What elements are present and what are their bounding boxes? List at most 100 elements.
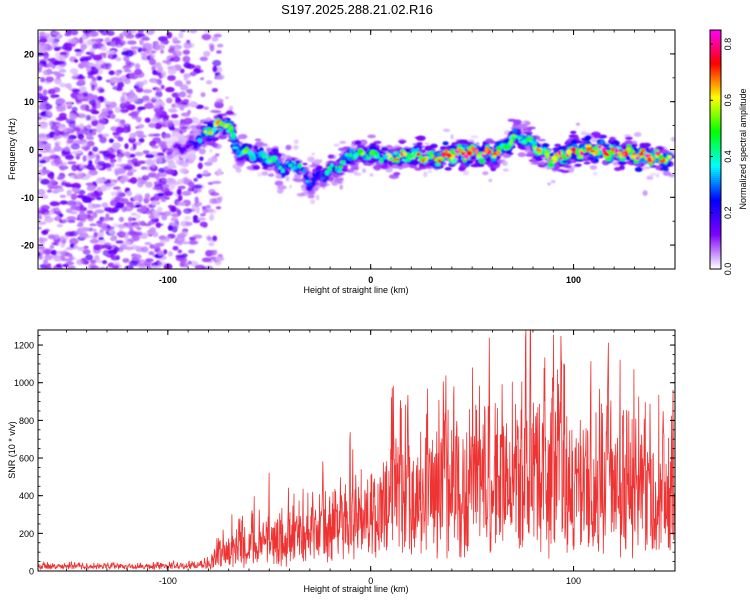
spectrogram-cell (102, 52, 107, 59)
spectrogram-cell (214, 143, 222, 150)
spectrogram-cell (307, 194, 315, 199)
spectrogram-cell (128, 216, 133, 222)
spectrogram-cell (82, 155, 87, 162)
spectrogram-cell (76, 170, 83, 178)
spectrogram-cell (93, 205, 98, 209)
colorbar-tick-label: 0.4 (723, 150, 733, 163)
spectrogram-cell (124, 101, 131, 107)
spectrogram-cell (125, 222, 133, 229)
spectrogram-cell (424, 142, 430, 146)
spectrogram-cell (38, 133, 47, 138)
spectrogram-cell (59, 82, 67, 88)
spectrogram-cell (61, 162, 68, 167)
spectrogram-cell (154, 174, 160, 180)
spectrogram-cell (101, 260, 108, 265)
spectrogram-cell (200, 77, 205, 81)
spectrogram-cell (157, 155, 165, 159)
spectrogram-cell (67, 265, 76, 269)
spectrogram-cell (201, 33, 212, 41)
spectrogram-cell (187, 186, 192, 191)
spectrogram-cell (374, 154, 380, 159)
spectrogram-cell (38, 67, 43, 73)
spectrogram-cell (69, 68, 79, 74)
spectrogram-cell (642, 190, 648, 197)
snr-series-line (38, 330, 675, 571)
spectrogram-cell (625, 136, 633, 140)
spectrogram-cell (102, 249, 110, 256)
spectrogram-cell (85, 182, 94, 186)
spectrogram-cell (190, 128, 200, 132)
spectrogram-cell (184, 221, 193, 226)
spectrogram-cell (205, 265, 214, 269)
spectrogram-cell (164, 190, 173, 197)
spectrogram-cell (357, 146, 365, 150)
spectrogram-cell (157, 192, 165, 197)
spectrogram-cell (101, 244, 111, 249)
y-tick-label: 0 (29, 567, 34, 577)
spectrogram-cell (209, 44, 215, 52)
spectrogram-cell (362, 154, 367, 159)
spectrogram-cell (507, 118, 517, 122)
spectrogram-cell (276, 188, 284, 194)
spectrogram-cell (341, 160, 346, 163)
spectrogram-cell (409, 154, 414, 159)
spectrogram-cell (195, 188, 202, 193)
spectrogram-cell (293, 145, 299, 150)
spectrogram-cell (81, 141, 88, 147)
spectrogram-cell (451, 142, 459, 146)
spectrogram-cell (112, 132, 120, 136)
spectrogram-cell (128, 132, 136, 139)
spectrogram-cell (165, 86, 175, 93)
spectrogram-cell (115, 127, 125, 134)
spectrogram-cell (144, 241, 152, 246)
spectrogram-cell (670, 136, 675, 142)
spectrogram-cell (262, 165, 269, 170)
spectrogram-cell (96, 127, 102, 134)
spectrogram-cell (54, 129, 61, 136)
spectrogram-cell (205, 80, 213, 85)
spectrogram-cell (331, 166, 336, 171)
spectrogram-cell (369, 151, 375, 156)
spectrogram-cell (88, 151, 93, 156)
spectrogram-cell (60, 258, 70, 262)
spectrogram-cell (50, 57, 56, 63)
spectrogram-cell (209, 256, 217, 260)
spectrogram-cell (579, 151, 585, 156)
spectrogram-cell (131, 257, 139, 261)
colorbar-gradient (710, 30, 721, 270)
spectrogram-cell (144, 260, 152, 267)
spectrogram-cell (96, 38, 102, 45)
spectrogram-cell (152, 186, 162, 191)
spectrogram-cell (101, 217, 110, 222)
spectrogram-cell (115, 240, 124, 244)
spectrogram-cell (89, 81, 98, 87)
spectrogram-cell (48, 234, 55, 240)
spectrogram-cell (204, 161, 213, 166)
spectrogram-cell (100, 63, 110, 70)
spectrogram-cell (647, 157, 651, 161)
spectrogram-cell (225, 112, 235, 115)
spectrogram-cell (82, 249, 91, 255)
spectrogram-cell (170, 217, 179, 222)
spectrogram-cell (65, 30, 72, 34)
spectrogram-cell (502, 168, 509, 172)
spectrogram-cell (381, 146, 388, 152)
spectrogram-cell (55, 98, 66, 105)
spectrogram-cell (211, 36, 218, 42)
spectrogram-cell (67, 136, 74, 144)
spectrogram-cell (575, 163, 582, 167)
spectrogram-cell (228, 124, 233, 128)
spectrogram-cell (46, 63, 54, 68)
spectrogram-cell (219, 98, 224, 105)
spectrogram-cell (214, 153, 220, 157)
spectrogram-cell (148, 214, 155, 219)
spectrogram-cell (145, 43, 154, 50)
spectrogram-cell (121, 198, 129, 205)
spectrogram-cell (86, 124, 92, 130)
spectrogram-cell (188, 88, 193, 95)
spectrogram-cell (202, 169, 209, 175)
spectrogram-cell (440, 146, 447, 150)
spectrogram-cell (644, 153, 650, 158)
spectrogram-cell (59, 194, 67, 198)
spectrogram-cell (123, 151, 131, 157)
